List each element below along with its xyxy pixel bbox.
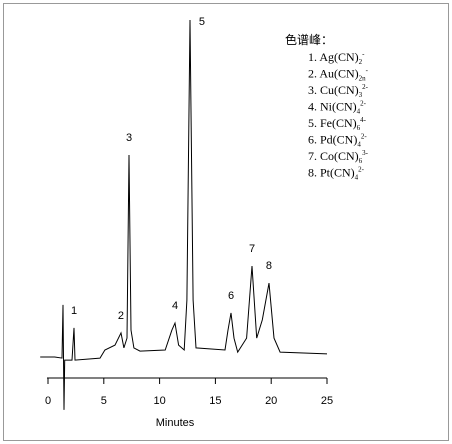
peak-label: 4 bbox=[172, 300, 178, 312]
legend-sup: 2- bbox=[362, 83, 369, 91]
legend-item: 2. Au(CN)2n- bbox=[308, 67, 369, 83]
trace bbox=[40, 19, 328, 410]
legend-sub: 6 bbox=[359, 157, 363, 165]
legend-sub: 3 bbox=[359, 91, 363, 99]
x-tick-label: 5 bbox=[101, 395, 107, 407]
x-tick-label: 15 bbox=[209, 395, 221, 407]
legend-sup: 4- bbox=[360, 116, 367, 124]
legend-sup: 2- bbox=[361, 133, 368, 141]
legend-title: 色谱峰： bbox=[285, 33, 333, 47]
peak-label: 7 bbox=[249, 243, 255, 255]
x-tick-label: 25 bbox=[321, 395, 333, 407]
legend-sup: - bbox=[366, 67, 369, 75]
peak-label: 2 bbox=[118, 310, 124, 322]
legend-item: 4. Ni(CN)42- bbox=[308, 100, 367, 116]
legend-item: 3. Cu(CN)32- bbox=[308, 83, 369, 99]
legend-text: 6. Pd(CN) bbox=[308, 133, 357, 147]
legend-sup: - bbox=[362, 50, 365, 58]
x-tick-label: 0 bbox=[45, 395, 51, 407]
legend-sub: 2n bbox=[359, 75, 367, 83]
legend-sub: 6 bbox=[357, 124, 361, 132]
legend-text: 3. Cu(CN) bbox=[308, 83, 359, 97]
legend-sub: 2 bbox=[359, 58, 363, 66]
legend-text: 4. Ni(CN) bbox=[308, 100, 357, 114]
legend-sub: 4 bbox=[355, 174, 359, 182]
legend-item: 5. Fe(CN)64- bbox=[308, 116, 367, 132]
legend-text: 5. Fe(CN) bbox=[308, 116, 357, 130]
peak-label: 8 bbox=[266, 260, 272, 272]
legend-item: 6. Pd(CN)42- bbox=[308, 133, 367, 149]
legend-text: 7. Co(CN) bbox=[308, 149, 359, 163]
legend-sup: 2- bbox=[358, 166, 365, 174]
legend-sub: 4 bbox=[357, 108, 361, 116]
peak-label: 6 bbox=[228, 290, 234, 302]
frame bbox=[3, 3, 449, 441]
legend-item: 1. Ag(CN)2- bbox=[308, 50, 365, 66]
legend-sup: 2- bbox=[360, 100, 367, 108]
x-axis-label: Minutes bbox=[156, 417, 195, 429]
legend-item: 8. Pt(CN)42- bbox=[308, 166, 365, 182]
legend-text: 2. Au(CN) bbox=[308, 67, 359, 81]
x-tick-label: 10 bbox=[153, 395, 165, 407]
x-tick-label: 20 bbox=[265, 395, 277, 407]
legend-item: 7. Co(CN)63- bbox=[308, 149, 369, 165]
legend-text: 1. Ag(CN) bbox=[308, 50, 359, 64]
legend-sup: 3- bbox=[362, 149, 369, 157]
peak-label: 3 bbox=[126, 132, 132, 144]
legend-text: 8. Pt(CN) bbox=[308, 166, 355, 180]
peak-label: 5 bbox=[199, 16, 205, 28]
legend-sub: 4 bbox=[357, 141, 361, 149]
peak-label: 1 bbox=[71, 305, 77, 317]
